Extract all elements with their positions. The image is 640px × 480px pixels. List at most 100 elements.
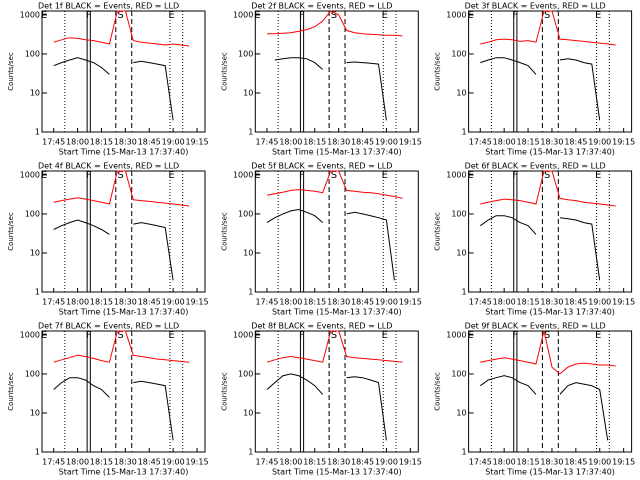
- y-tick-label: 10: [456, 248, 466, 257]
- y-tick-label: 10: [30, 88, 40, 97]
- x-tick-label: 18:00: [279, 298, 302, 307]
- x-tick-label: 18:45: [138, 458, 161, 467]
- chart-title: Det 3f BLACK = Events, RED = LLD: [465, 2, 606, 11]
- y-tick-label: 1: [248, 288, 253, 297]
- series-line: [480, 375, 609, 441]
- chart-panel: Det 9f BLACK = Events, RED = LLD Start Ti…: [434, 322, 636, 477]
- chart-title: Det 6f BLACK = Events, RED = LLD: [465, 162, 606, 171]
- series-line: [480, 170, 616, 207]
- x-tick-label: 18:00: [66, 138, 89, 147]
- x-tick-label: 19:00: [588, 458, 611, 467]
- x-axis-label: Start Time (15-Mar-13 17:37:40): [485, 468, 615, 477]
- y-tick-label: 1: [462, 128, 467, 137]
- plot-frame: [254, 330, 419, 453]
- x-tick-label: 18:30: [327, 138, 350, 147]
- y-tick-label: 1000: [20, 170, 40, 179]
- series-line: [480, 57, 601, 121]
- event-letter: F: [299, 10, 305, 21]
- x-axis-label: Start Time (15-Mar-13 17:37:40): [272, 308, 402, 317]
- series-line: [53, 330, 190, 363]
- plot-frame: [468, 330, 633, 453]
- x-tick-label: 17:45: [42, 458, 65, 467]
- event-letter: S: [544, 10, 550, 21]
- y-tick-label: 1000: [233, 10, 253, 19]
- event-letter: E: [595, 330, 601, 341]
- y-tick-label: 1: [35, 288, 40, 297]
- event-letter: E: [168, 10, 174, 21]
- plot-frame: [254, 10, 419, 133]
- x-tick-label: 18:15: [90, 458, 113, 467]
- x-tick-label: 17:45: [255, 298, 278, 307]
- y-tick-label: 1000: [233, 330, 253, 339]
- chart-panel: Det 1f BLACK = Events, RED = LLD Start Ti…: [7, 2, 209, 157]
- x-axis-label: Start Time (15-Mar-13 17:37:40): [272, 468, 402, 477]
- x-tick-label: 17:45: [255, 458, 278, 467]
- y-tick-label: 1: [248, 128, 253, 137]
- event-letter: S: [544, 330, 550, 341]
- y-tick-label: 1000: [446, 170, 466, 179]
- x-tick-label: 18:45: [138, 298, 161, 307]
- x-axis-label: Start Time (15-Mar-13 17:37:40): [272, 148, 402, 157]
- chart-title: Det 5f BLACK = Events, RED = LLD: [251, 162, 392, 171]
- event-letter: E: [468, 10, 474, 21]
- x-tick-label: 18:45: [351, 138, 374, 147]
- x-tick-label: 17:45: [469, 298, 492, 307]
- x-axis-label: Start Time (15-Mar-13 17:37:40): [485, 308, 615, 317]
- series-line: [266, 208, 395, 281]
- x-tick-label: 18:15: [303, 298, 326, 307]
- x-tick-label: 17:45: [255, 138, 278, 147]
- event-letter: F: [512, 10, 518, 21]
- y-tick-label: 1: [462, 288, 467, 297]
- x-tick-label: 19:15: [186, 138, 209, 147]
- series-line: [53, 377, 174, 441]
- y-tick-label: 1000: [446, 330, 466, 339]
- x-tick-label: 19:00: [588, 138, 611, 147]
- event-letter: S: [331, 330, 337, 341]
- y-tick-label: 1000: [20, 10, 40, 19]
- y-tick-label: 1000: [233, 170, 253, 179]
- event-letter: F: [512, 330, 518, 341]
- event-letter: E: [468, 170, 474, 181]
- event-letter: E: [168, 330, 174, 341]
- event-letter: E: [168, 170, 174, 181]
- x-tick-label: 19:15: [612, 458, 635, 467]
- event-letter: F: [299, 330, 305, 341]
- plot-frame: [41, 10, 206, 133]
- x-tick-label: 18:30: [327, 458, 350, 467]
- chart-panel: Det 8f BLACK = Events, RED = LLD Start Ti…: [220, 322, 422, 477]
- x-tick-label: 19:15: [186, 458, 209, 467]
- series-line: [266, 373, 387, 441]
- x-tick-label: 18:45: [564, 298, 587, 307]
- y-tick-label: 100: [238, 369, 253, 378]
- y-tick-label: 1000: [446, 10, 466, 19]
- plot-frame: [41, 330, 206, 453]
- event-letter: E: [468, 330, 474, 341]
- y-tick-label: 10: [243, 88, 253, 97]
- x-tick-label: 18:00: [66, 458, 89, 467]
- event-letter: E: [254, 330, 260, 341]
- x-tick-label: 19:15: [399, 138, 422, 147]
- series-line: [274, 57, 387, 121]
- chart-panel: Det 5f BLACK = Events, RED = LLD Start Ti…: [220, 162, 422, 317]
- plot-frame: [41, 170, 206, 293]
- chart-panel: Det 3f BLACK = Events, RED = LLD Start Ti…: [434, 2, 636, 157]
- y-tick-label: 10: [243, 248, 253, 257]
- chart-panel: Det 2f BLACK = Events, RED = LLD Start Ti…: [220, 2, 422, 157]
- y-tick-label: 100: [238, 209, 253, 218]
- series-line: [266, 170, 403, 199]
- x-axis-label: Start Time (15-Mar-13 17:37:40): [59, 468, 189, 477]
- event-letter: E: [382, 170, 388, 181]
- x-tick-label: 18:45: [138, 138, 161, 147]
- series-line: [53, 57, 174, 121]
- y-tick-label: 100: [238, 49, 253, 58]
- x-tick-label: 18:15: [303, 138, 326, 147]
- x-tick-label: 18:15: [517, 458, 540, 467]
- y-tick-label: 10: [30, 248, 40, 257]
- series-line: [480, 330, 616, 375]
- x-tick-label: 19:00: [588, 298, 611, 307]
- y-tick-label: 100: [25, 209, 40, 218]
- series-line: [53, 170, 190, 207]
- event-letter: E: [41, 10, 47, 21]
- y-tick-label: 10: [243, 408, 253, 417]
